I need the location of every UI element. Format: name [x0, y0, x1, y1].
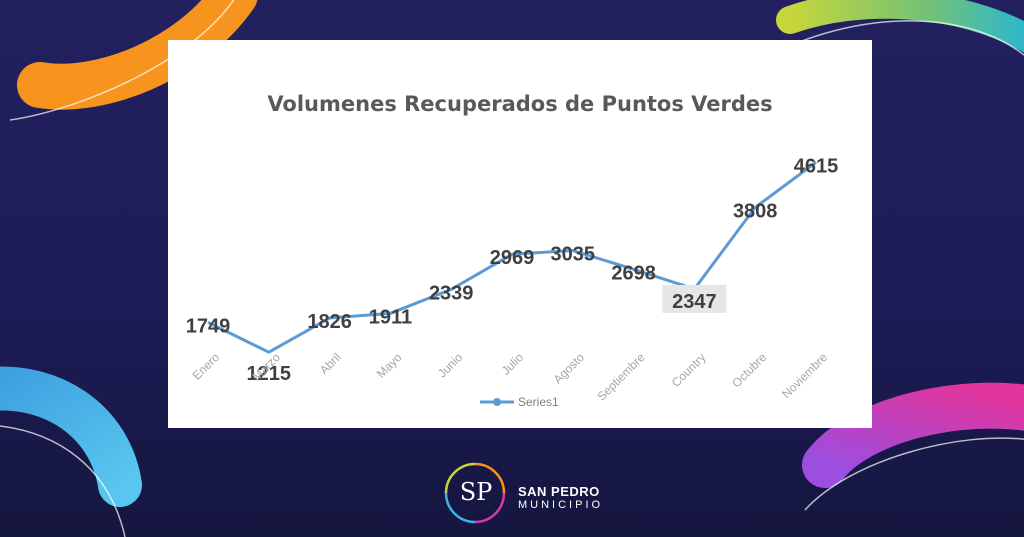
x-tick-label: Abril	[317, 350, 344, 377]
logo-initials: SP	[459, 478, 493, 506]
data-label: 4615	[794, 155, 839, 177]
x-tick-label: Enero	[190, 350, 223, 383]
data-label: 3035	[551, 244, 596, 266]
x-tick-label: Junio	[435, 350, 465, 380]
x-tick-label: Octubre	[729, 350, 769, 390]
data-label: 2969	[490, 247, 535, 269]
data-label: 2347	[672, 291, 717, 313]
legend-marker	[493, 398, 501, 406]
brand-subtitle: MUNICIPIO	[518, 499, 604, 511]
pink-arc	[802, 382, 1024, 488]
x-tick-label: Septiembre	[594, 350, 648, 404]
top-right-arc	[776, 0, 1024, 53]
data-label: 3808	[733, 200, 778, 222]
data-label: 1215	[247, 363, 291, 385]
legend-label: Series1	[518, 395, 559, 409]
x-tick-label: Noviembre	[779, 350, 830, 401]
blue-arc	[0, 366, 142, 507]
top-right-white-arc	[779, 20, 1024, 57]
data-label: 2698	[611, 262, 656, 284]
data-label-highlight	[662, 284, 727, 313]
orange-arc	[17, 0, 258, 110]
data-label: 2339	[429, 282, 474, 304]
legend: Series1	[480, 395, 559, 409]
data-label: 1826	[307, 311, 352, 333]
series-line	[207, 161, 817, 354]
x-tick-label: Agosto	[551, 350, 588, 387]
chart-card: Volumenes Recuperados de Puntos Verdes 1…	[168, 40, 872, 428]
x-tick-label: Mayo	[374, 350, 405, 381]
white-thin-arc	[9, 0, 235, 121]
left-white-arc	[0, 425, 126, 537]
x-tick-label: Julio	[499, 350, 527, 378]
right-white-arc	[804, 437, 1024, 511]
brand-name: SAN PEDRO	[518, 484, 600, 499]
chart-title: Volumenes Recuperados de Puntos Verdes	[267, 92, 773, 116]
x-tick-label: Country	[669, 350, 709, 390]
data-label: 1911	[369, 306, 412, 328]
logo-ring-icon	[444, 462, 506, 524]
line-chart: 1749 1215 1826 1911 2339 2969 3035 2698 2347 3808…	[186, 155, 839, 409]
data-label: 1749	[186, 315, 231, 337]
brand-logo: SP SAN PEDRO MUNICIPIO	[440, 458, 640, 528]
